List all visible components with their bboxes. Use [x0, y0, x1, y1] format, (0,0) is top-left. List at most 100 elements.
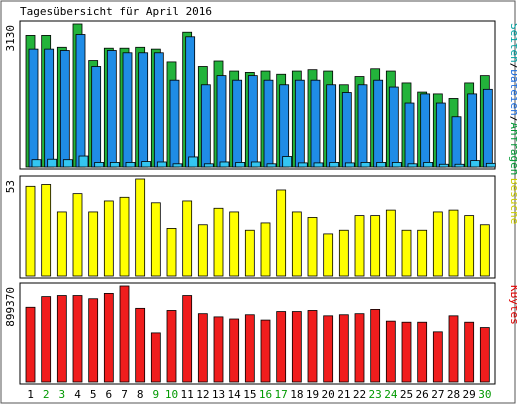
- bar-besuche: [401, 229, 412, 277]
- legend-entry: Seiten: [508, 23, 517, 63]
- x-tick-label: 10: [165, 388, 178, 401]
- x-tick-label: 7: [121, 388, 128, 401]
- bar-kbytes: [291, 311, 302, 383]
- bar-kbytes: [56, 295, 67, 383]
- bar-besuche: [135, 178, 146, 277]
- bar-seiten: [282, 156, 293, 168]
- bar-seiten: [407, 163, 418, 168]
- x-tick-label: 27: [431, 388, 444, 401]
- chart-title: Tagesübersicht für April 2016: [20, 5, 212, 18]
- bar-besuche: [56, 211, 67, 277]
- bar-besuche: [323, 233, 334, 277]
- legend-entry: Dateien: [508, 69, 517, 115]
- bar-kbytes: [260, 319, 271, 383]
- bar-besuche: [197, 224, 208, 277]
- bar-dateien: [122, 52, 133, 168]
- bar-dateien: [388, 86, 399, 168]
- bar-seiten: [62, 159, 73, 168]
- bar-kbytes: [135, 307, 146, 383]
- bar-seiten: [141, 161, 152, 168]
- bar-seiten: [188, 156, 199, 168]
- legend-entry: KBytes: [508, 285, 517, 325]
- bar-besuche: [41, 184, 52, 277]
- bar-kbytes: [229, 318, 240, 383]
- legend-label: Seiten/Dateien/Anfragen: [508, 23, 517, 175]
- bar-kbytes: [370, 309, 381, 383]
- bar-seiten: [172, 163, 183, 168]
- bar-seiten: [156, 161, 167, 168]
- bar-dateien: [357, 84, 368, 168]
- bar-kbytes: [197, 313, 208, 383]
- panel-border: [19, 175, 496, 279]
- bar-kbytes: [307, 310, 318, 383]
- x-tick-label: 18: [290, 388, 303, 401]
- x-tick-label: 25: [400, 388, 413, 401]
- panel-hits: 3130 Seiten/Dateien/Anfragen: [4, 20, 517, 175]
- bar-seiten: [485, 162, 496, 168]
- x-tick-label: 15: [243, 388, 256, 401]
- bar-seiten: [250, 161, 261, 168]
- bar-kbytes: [166, 310, 177, 383]
- bar-seiten: [423, 162, 434, 168]
- bar-dateien: [482, 88, 493, 168]
- bar-seiten: [78, 155, 89, 168]
- bar-seiten: [94, 162, 105, 168]
- x-tick-label: 12: [196, 388, 209, 401]
- legend-entry: Anfragen: [508, 122, 517, 175]
- bar-seiten: [438, 163, 449, 168]
- x-tick-label: 14: [228, 388, 242, 401]
- bar-kbytes: [25, 306, 36, 383]
- x-tick-label: 8: [137, 388, 144, 401]
- bar-dateien: [200, 84, 211, 168]
- bar-kbytes: [103, 293, 114, 383]
- bar-dateien: [341, 92, 352, 168]
- bar-dateien: [106, 50, 117, 168]
- bar-besuche: [244, 229, 255, 277]
- bar-kbytes: [323, 315, 334, 383]
- x-tick-label: 4: [74, 388, 81, 401]
- panel-visits: 53 Besuche: [4, 175, 517, 279]
- bar-besuche: [291, 211, 302, 277]
- bar-besuche: [385, 209, 396, 277]
- bar-besuche: [432, 211, 443, 277]
- bar-seiten: [235, 162, 246, 168]
- bar-seiten: [344, 162, 355, 168]
- bar-seiten: [360, 162, 371, 168]
- bar-dateien: [263, 79, 274, 168]
- x-tick-label: 16: [259, 388, 272, 401]
- bar-kbytes: [88, 298, 99, 383]
- x-tick-label: 6: [106, 388, 113, 401]
- panels: 3130 Seiten/Dateien/Anfragen53Besuche8993…: [4, 20, 517, 385]
- y-max-label: 3130: [4, 25, 17, 52]
- bar-besuche: [354, 215, 365, 277]
- x-tick-label: 17: [275, 388, 288, 401]
- bar-dateien: [435, 102, 446, 168]
- bar-kbytes: [213, 316, 224, 383]
- bar-seiten: [313, 162, 324, 168]
- bar-dateien: [28, 48, 39, 168]
- bar-besuche: [448, 209, 459, 277]
- legend-label: KBytes: [508, 285, 517, 325]
- bar-besuche: [25, 185, 36, 277]
- x-tick-label: 1: [27, 388, 34, 401]
- bar-dateien: [279, 84, 290, 168]
- bar-seiten: [31, 159, 42, 168]
- x-tick-label: 3: [59, 388, 66, 401]
- x-tick-label: 20: [322, 388, 335, 401]
- bar-kbytes: [464, 321, 475, 383]
- x-tick-label: 11: [181, 388, 194, 401]
- bar-besuche: [103, 200, 114, 277]
- bar-besuche: [119, 196, 130, 277]
- bar-dateien: [232, 79, 243, 168]
- bar-besuche: [182, 200, 193, 277]
- x-tick-label: 26: [416, 388, 429, 401]
- x-tick-label: 23: [369, 388, 382, 401]
- bar-dateien: [59, 50, 70, 168]
- bar-besuche: [276, 189, 287, 277]
- x-tick-label: 19: [306, 388, 319, 401]
- bar-kbytes: [182, 295, 193, 383]
- panel-kbytes: 899370 KBytes: [4, 282, 517, 385]
- bar-dateien: [373, 79, 384, 168]
- bar-dateien: [44, 48, 55, 168]
